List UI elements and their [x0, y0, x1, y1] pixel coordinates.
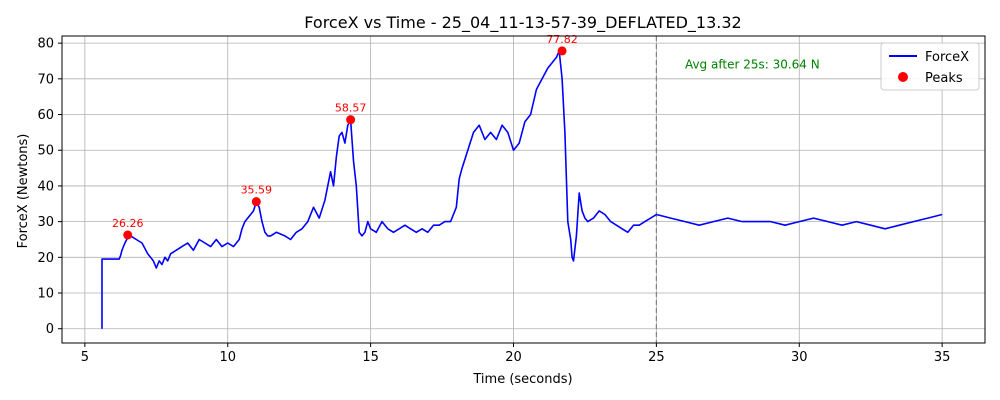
annotations: Avg after 25s: 30.64 N	[685, 58, 820, 72]
forcex-line	[101, 50, 943, 329]
peak-point	[123, 230, 133, 240]
legend: ForceX Peaks	[880, 42, 980, 91]
y-tick-label: 40	[37, 179, 54, 194]
y-tick-label: 60	[37, 108, 54, 123]
avg-annotation: Avg after 25s: 30.64 N	[685, 58, 820, 72]
y-tick-label: 80	[37, 37, 54, 52]
series	[101, 50, 943, 329]
peak-point	[557, 46, 567, 56]
y-tick-label: 70	[37, 72, 54, 87]
y-tick-label: 30	[37, 215, 54, 230]
peak-point	[346, 115, 356, 125]
x-tick-label: 30	[791, 350, 808, 365]
y-tick-label: 10	[37, 287, 54, 302]
legend-peaks-swatch	[898, 72, 908, 82]
legend-forcex-label: ForceX	[925, 50, 969, 65]
plot-frame	[61, 35, 986, 344]
legend-peaks-label: Peaks	[925, 71, 963, 86]
x-tick-label: 20	[505, 350, 522, 365]
x-tick-label: 35	[934, 350, 951, 365]
y-tick-label: 0	[46, 322, 54, 337]
peak-point	[251, 197, 261, 207]
x-tick-label: 5	[81, 350, 89, 365]
y-tick-label: 50	[37, 144, 54, 159]
y-axis-label: ForceX (Newtons)	[16, 134, 31, 249]
peak-markers: 26.26 35.59 58.57 77.82	[112, 33, 578, 240]
x-tick-label: 25	[648, 350, 665, 365]
x-tick-label: 15	[362, 350, 379, 365]
peak-label: 35.59	[241, 184, 273, 197]
chart-title: ForceX vs Time - 25_04_11-13-57-39_DEFLA…	[304, 13, 741, 33]
ticks: 5 10 15 20 25 30 35 0 10 20 30 40 50 60 70 80	[37, 37, 950, 365]
grid	[62, 36, 985, 343]
peak-label: 58.57	[335, 102, 367, 115]
y-tick-label: 20	[37, 251, 54, 266]
peak-label: 26.26	[112, 217, 144, 230]
x-tick-label: 10	[219, 350, 236, 365]
peak-label: 77.82	[546, 33, 578, 46]
x-axis-label: Time (seconds)	[472, 372, 572, 387]
